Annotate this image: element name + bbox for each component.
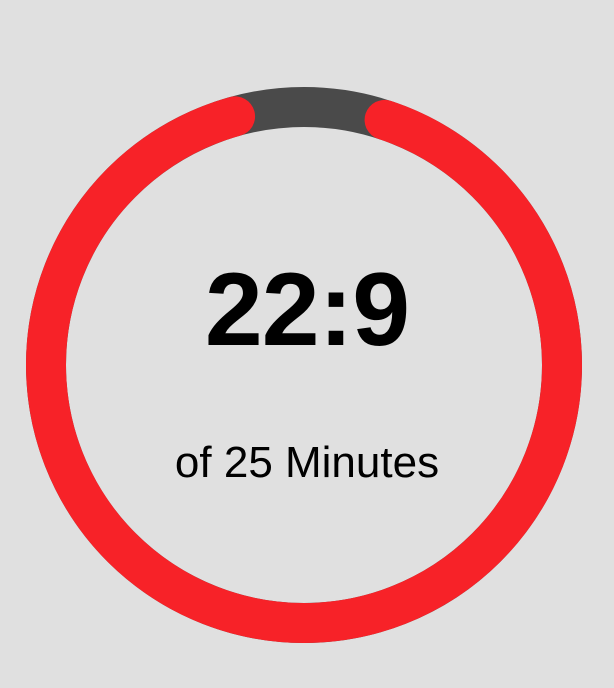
elapsed-time-display: 22:9 [204,252,410,368]
progress-ring-fill [26,87,582,643]
total-duration-label: of 25 Minutes [174,438,440,487]
